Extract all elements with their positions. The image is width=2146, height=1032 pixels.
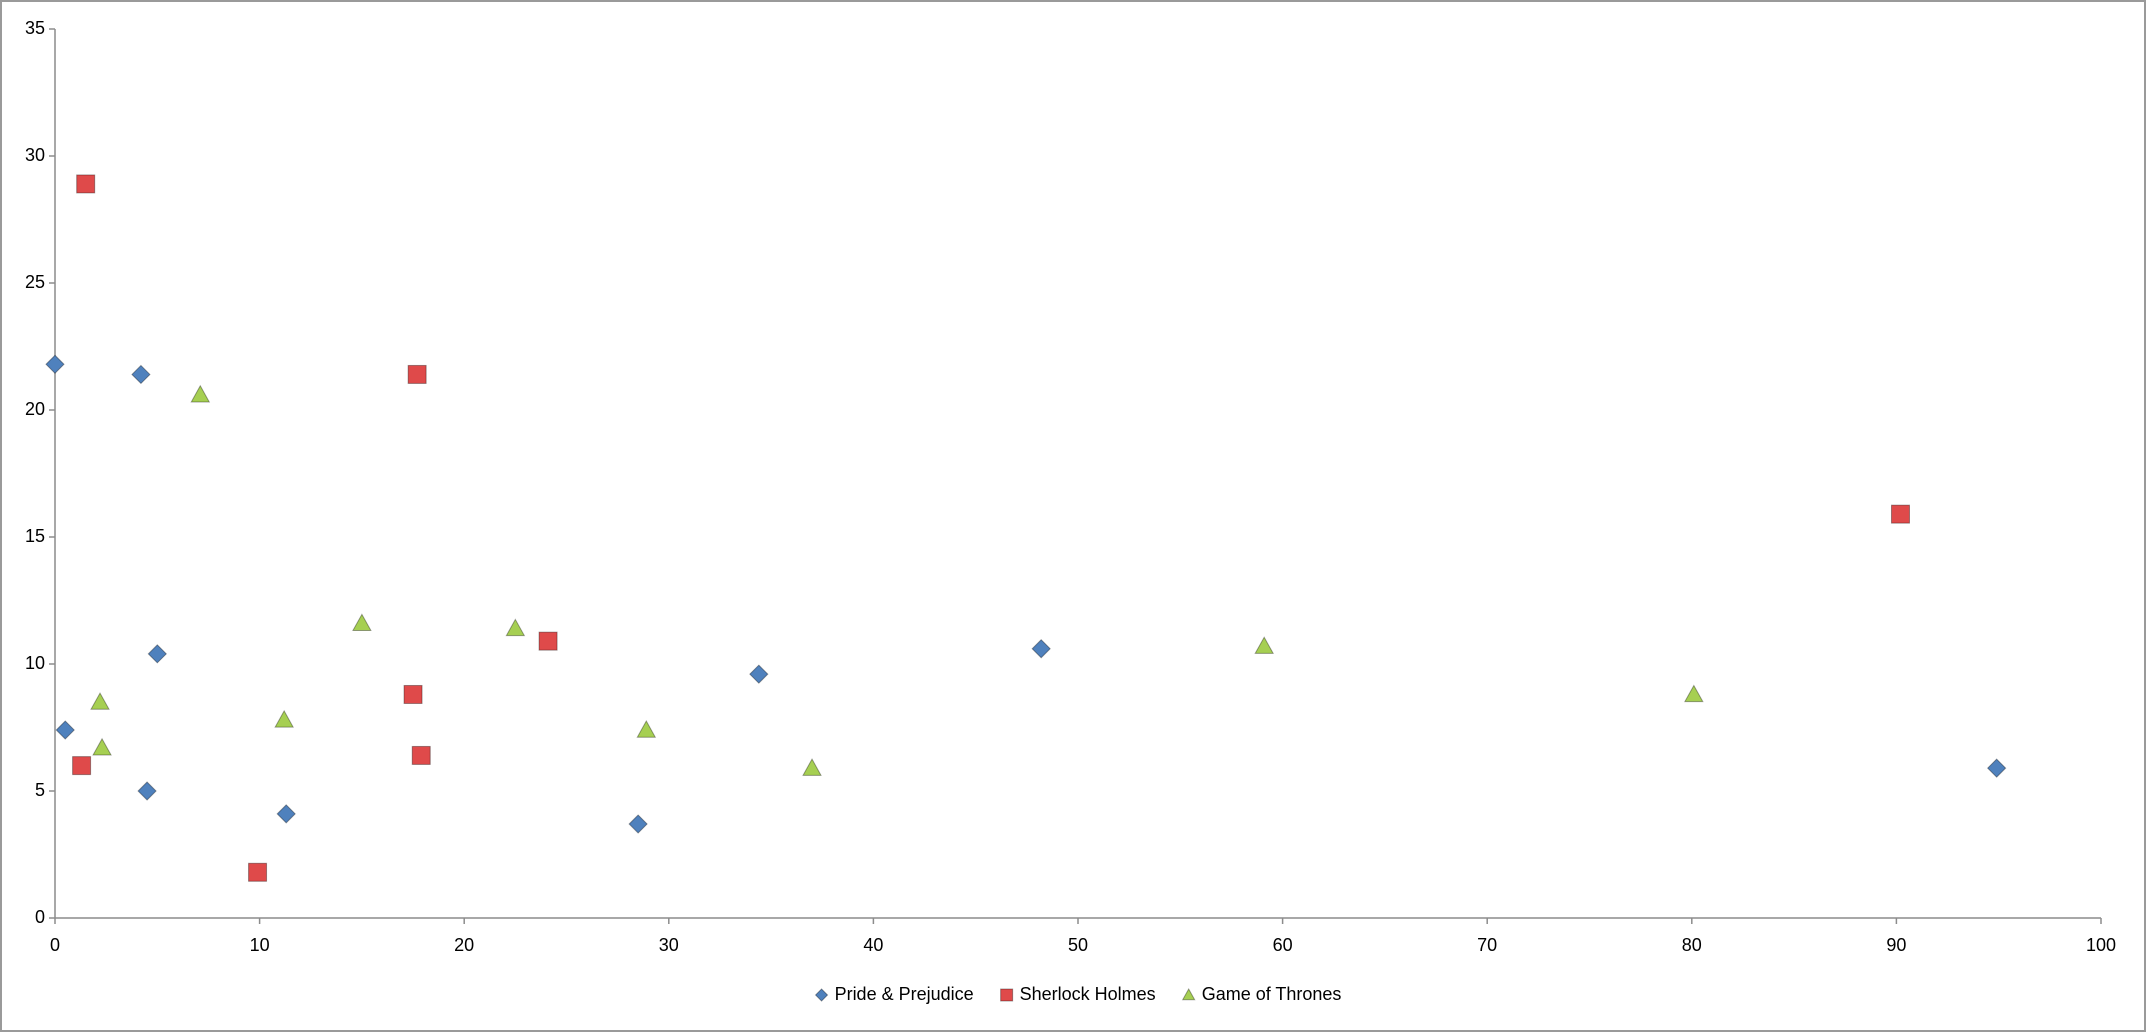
y-tick-label: 0 — [35, 907, 45, 927]
scatter-point — [636, 720, 657, 738]
scatter-point — [137, 781, 157, 801]
x-tick-label: 60 — [1273, 935, 1293, 955]
x-tick-label: 80 — [1682, 935, 1702, 955]
x-tick-label: 20 — [454, 935, 474, 955]
x-tick-label: 0 — [50, 935, 60, 955]
y-tick-label: 30 — [25, 145, 45, 165]
scatter-point — [45, 354, 65, 374]
y-tick-label: 35 — [25, 18, 45, 38]
scatter-point — [72, 756, 92, 776]
y-tick-label: 20 — [25, 399, 45, 419]
scatter-point — [1890, 504, 1910, 524]
scatter-point — [802, 758, 822, 776]
legend-label: Pride & Prejudice — [835, 984, 974, 1004]
scatter-point — [1986, 758, 2007, 778]
scatter-point — [1031, 639, 1051, 659]
x-tick-label: 10 — [250, 935, 270, 955]
x-tick-label: 70 — [1477, 935, 1497, 955]
scatter-point — [505, 618, 526, 637]
scatter-point — [1684, 684, 1704, 703]
scatter-point — [55, 720, 75, 740]
scatter-point — [411, 745, 431, 765]
y-tick-label: 5 — [35, 780, 45, 800]
scatter-point — [1254, 636, 1275, 654]
scatter-point — [248, 862, 268, 882]
x-tick-label: 100 — [2086, 935, 2116, 955]
scatter-point — [407, 364, 427, 384]
scatter-point — [90, 692, 110, 710]
scatter-point — [147, 644, 168, 664]
y-tick-label: 25 — [25, 272, 45, 292]
scatter-point — [274, 709, 295, 728]
scatter-point — [276, 804, 296, 824]
scatter-point — [190, 384, 211, 403]
scatter-point — [403, 684, 423, 704]
x-tick-label: 90 — [1886, 935, 1906, 955]
scatter-point — [749, 664, 769, 684]
legend-marker — [1181, 987, 1196, 1001]
scatter-point — [131, 364, 151, 385]
legend-marker — [1000, 988, 1014, 1002]
scatter-point — [76, 174, 96, 194]
scatter-point — [92, 737, 112, 756]
legend-label: Sherlock Holmes — [1020, 984, 1156, 1004]
scatter-point — [352, 613, 372, 632]
scatter-point — [628, 814, 648, 834]
x-tick-label: 30 — [659, 935, 679, 955]
scatter-point — [538, 631, 558, 651]
legend-label: Game of Thrones — [1202, 984, 1342, 1004]
x-tick-label: 40 — [863, 935, 883, 955]
y-tick-label: 15 — [25, 526, 45, 546]
x-tick-label: 50 — [1068, 935, 1088, 955]
legend-marker — [814, 988, 829, 1002]
y-tick-label: 10 — [25, 653, 45, 673]
